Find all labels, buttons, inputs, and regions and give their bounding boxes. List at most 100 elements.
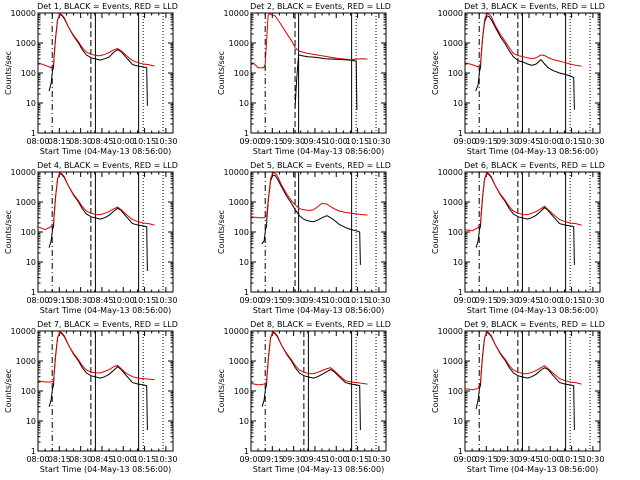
lld-line <box>38 13 155 69</box>
chart-title: Det 2, BLACK = Events, RED = LLD <box>250 2 391 11</box>
y-tick-label: 1000 <box>229 357 249 366</box>
event-markers <box>478 331 591 451</box>
y-tick-label: 10000 <box>224 327 249 336</box>
x-tick-label: 09:15 <box>475 296 498 305</box>
y-tick-label: 1000 <box>229 198 249 207</box>
chart-title: Det 8, BLACK = Events, RED = LLD <box>250 320 391 329</box>
x-tick-label: 09:45 <box>303 137 326 146</box>
y-tick-label: 100 <box>21 228 36 237</box>
chart-panel-1: Det 1, BLACK = Events, RED = LLD 1 10 100 10… <box>4 2 178 156</box>
y-tick-label: 100 <box>448 69 463 78</box>
x-tick-label: 09:45 <box>517 455 540 464</box>
x-tick-label: 09:45 <box>517 296 540 305</box>
series-group <box>38 172 155 272</box>
x-axis-label: Start Time (04-May-13 08:56:00) <box>467 306 598 315</box>
y-tick-label: 100 <box>234 69 249 78</box>
x-tick-label: 10:00 <box>112 455 135 464</box>
events-line <box>261 174 361 265</box>
y-axis-label: Counts/sec <box>4 210 13 254</box>
lld-line <box>465 331 582 391</box>
x-tick-label: 10:00 <box>539 296 562 305</box>
events-line <box>475 331 575 431</box>
x-tick-label: 09:00 <box>453 455 476 464</box>
chart-title: Det 4, BLACK = Events, RED = LLD <box>37 161 178 170</box>
x-tick-label: 09:15 <box>261 296 284 305</box>
x-tick-label: 10:15 <box>560 137 583 146</box>
y-tick-label: 100 <box>234 387 249 396</box>
x-tick-label: 08:00 <box>26 137 49 146</box>
x-tick-label: 10:15 <box>560 455 583 464</box>
y-axis-label: Counts/sec <box>4 51 13 95</box>
chart-panel-3: Det 3, BLACK = Events, RED = LLD 1 10 100 10… <box>431 2 605 156</box>
x-tick-label: 09:30 <box>282 137 305 146</box>
plot-frame <box>37 12 174 134</box>
chart-panel-6: Det 6, BLACK = Events, RED = LLD 1 10 100 10… <box>431 161 605 315</box>
event-markers <box>51 13 164 133</box>
y-tick-label: 1 <box>244 129 249 138</box>
chart-title: Det 1, BLACK = Events, RED = LLD <box>37 2 178 11</box>
chart-panel-5: Det 5, BLACK = Events, RED = LLD 1 10 100 10… <box>217 161 391 315</box>
y-tick-label: 1 <box>31 447 36 456</box>
y-tick-label: 100 <box>234 228 249 237</box>
x-tick-label: 08:45 <box>90 137 113 146</box>
event-markers <box>51 172 164 292</box>
y-tick-label: 10000 <box>224 9 249 18</box>
y-tick-label: 100 <box>448 228 463 237</box>
y-tick-label: 10000 <box>438 327 463 336</box>
y-tick-label: 1000 <box>443 198 463 207</box>
y-tick-label: 10 <box>239 417 249 426</box>
x-tick-label: 10:30 <box>581 296 604 305</box>
x-tick-label: 10:15 <box>133 455 156 464</box>
x-tick-label: 10:00 <box>325 137 348 146</box>
x-tick-label: 09:15 <box>475 455 498 464</box>
x-tick-label: 10:15 <box>133 137 156 146</box>
x-tick-label: 10:15 <box>346 455 369 464</box>
y-axis-label: Counts/sec <box>431 369 440 413</box>
y-tick-label: 1000 <box>16 198 36 207</box>
y-tick-label: 1 <box>244 447 249 456</box>
y-tick-label: 1000 <box>229 39 249 48</box>
y-tick-label: 10 <box>239 99 249 108</box>
lld-line <box>251 172 368 219</box>
events-line <box>48 172 148 272</box>
x-axis-label: Start Time (04-May-13 08:56:00) <box>253 147 384 156</box>
y-axis-label: Counts/sec <box>217 210 226 254</box>
event-markers <box>264 172 377 292</box>
chart-panel-4: Det 4, BLACK = Events, RED = LLD 1 10 100 10… <box>4 161 178 315</box>
event-markers <box>264 331 377 451</box>
x-tick-label: 10:15 <box>346 137 369 146</box>
x-axis-label: Start Time (04-May-13 08:56:00) <box>253 465 384 474</box>
chart-title: Det 5, BLACK = Events, RED = LLD <box>250 161 391 170</box>
x-tick-label: 10:30 <box>581 137 604 146</box>
event-markers <box>478 172 591 292</box>
event-markers <box>51 331 164 451</box>
chart-title: Det 6, BLACK = Events, RED = LLD <box>464 161 605 170</box>
x-tick-label: 10:30 <box>367 455 390 464</box>
y-tick-label: 10 <box>239 258 249 267</box>
y-tick-label: 10 <box>453 99 463 108</box>
y-tick-label: 1 <box>31 288 36 297</box>
x-tick-label: 08:15 <box>48 137 71 146</box>
chart-panel-2: Det 2, BLACK = Events, RED = LLD 1 10 100 10… <box>217 2 391 156</box>
y-tick-label: 1 <box>458 129 463 138</box>
chart-title: Det 3, BLACK = Events, RED = LLD <box>464 2 605 11</box>
x-tick-label: 08:15 <box>48 455 71 464</box>
y-tick-label: 100 <box>21 69 36 78</box>
y-tick-label: 10000 <box>438 168 463 177</box>
x-tick-label: 09:15 <box>48 296 71 305</box>
x-tick-label: 10:00 <box>112 296 135 305</box>
y-tick-label: 10 <box>453 258 463 267</box>
x-axis-label: Start Time (04-May-13 08:56:00) <box>253 306 384 315</box>
series-group <box>251 331 368 431</box>
x-tick-label: 10:30 <box>367 137 390 146</box>
chart-panel-7: Det 7, BLACK = Events, RED = LLD 1 10 100 10… <box>4 320 178 474</box>
y-tick-label: 1000 <box>443 357 463 366</box>
x-tick-label: 08:00 <box>26 455 49 464</box>
plot-frame <box>37 171 174 293</box>
y-tick-label: 100 <box>21 387 36 396</box>
x-tick-label: 10:30 <box>154 137 177 146</box>
y-tick-label: 1 <box>458 447 463 456</box>
x-tick-label: 10:30 <box>581 455 604 464</box>
series-group <box>38 331 155 431</box>
